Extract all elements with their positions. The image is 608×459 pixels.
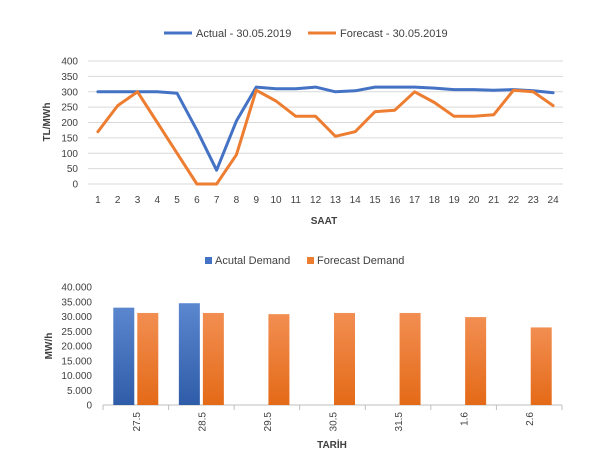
x-tick-label: 30.5	[329, 412, 340, 432]
x-tick-label: 9	[253, 195, 259, 206]
bar-forecast-demand	[268, 314, 290, 405]
x-tick-label: 12	[310, 195, 322, 206]
x-tick-label: 1	[95, 195, 101, 206]
bar-chart-y-tick-labels: 0 5.000 10.000 15.000 20.000 25.000 30.000 35.0…	[61, 283, 92, 412]
bar-forecast-demand	[530, 327, 552, 405]
series-line-actual	[96, 85, 555, 172]
x-tick-label: 5	[174, 195, 180, 206]
line-chart-x-axis-title: SAAT	[311, 216, 337, 227]
y-tick-label: 400	[61, 57, 78, 68]
y-tick-label: 20.000	[61, 342, 92, 353]
line-chart-gridlines	[88, 60, 563, 185]
bar-chart: Acutal Demand Forecast Demand 0 5.000 10.00…	[44, 255, 563, 451]
bar-forecast-demand	[465, 317, 487, 405]
x-tick-label: 18	[429, 195, 441, 206]
x-tick-label: 6	[194, 195, 200, 206]
x-tick-label: 2	[115, 195, 121, 206]
bar-chart-axes	[102, 404, 563, 410]
bar-chart-y-axis-title: MW/h	[44, 333, 55, 360]
legend-label: Forecast - 30.05.2019	[340, 28, 448, 40]
line-chart-y-tick-labels: 0 50 100 150 200 250 300 350 400	[61, 57, 78, 191]
legend-label: Forecast Demand	[317, 255, 404, 267]
x-tick-label: 19	[449, 195, 461, 206]
x-tick-label: 17	[409, 195, 421, 206]
y-tick-label: 100	[61, 149, 78, 160]
bar-forecast-demand	[202, 312, 224, 405]
y-tick-label: 50	[67, 164, 79, 175]
legend-label: Acutal Demand	[215, 255, 290, 267]
bar-chart-bars	[113, 303, 552, 405]
y-tick-label: 5.000	[67, 386, 92, 397]
bar-chart-legend: Acutal Demand Forecast Demand	[205, 255, 404, 267]
y-tick-label: 350	[61, 72, 78, 83]
line-chart-y-axis-title: TL/MWh	[42, 103, 53, 142]
y-tick-label: 150	[61, 133, 78, 144]
y-tick-label: 200	[61, 118, 78, 129]
y-tick-label: 25.000	[61, 327, 92, 338]
x-tick-label: 4	[154, 195, 160, 206]
x-tick-label: 13	[330, 195, 342, 206]
series-line-forecast	[96, 88, 555, 186]
line-chart: Actual - 30.05.2019 Forecast - 30.05.2019…	[42, 28, 563, 227]
y-tick-label: 10.000	[61, 371, 92, 382]
y-tick-label: 250	[61, 103, 78, 114]
x-tick-label: 31.5	[394, 412, 405, 432]
line-chart-legend: Actual - 30.05.2019 Forecast - 30.05.2019	[164, 28, 448, 40]
bar-forecast-demand	[399, 312, 421, 405]
y-tick-label: 35.000	[61, 297, 92, 308]
x-tick-label: 29.5	[263, 412, 274, 432]
line-chart-series	[96, 85, 555, 186]
x-tick-label: 28.5	[197, 412, 208, 432]
x-tick-label: 11	[291, 195, 302, 206]
x-tick-label: 8	[234, 195, 240, 206]
x-tick-label: 3	[135, 195, 141, 206]
x-tick-label: 10	[270, 195, 282, 206]
y-tick-label: 30.000	[61, 312, 92, 323]
x-tick-label: 20	[468, 195, 480, 206]
x-tick-label: 24	[548, 195, 560, 206]
bar-chart-x-axis-title: TARİH	[317, 438, 347, 451]
x-tick-label: 15	[369, 195, 381, 206]
y-tick-label: 15.000	[61, 356, 92, 367]
bar-chart-x-tick-labels: 27.5 28.5 29.5 30.5 31.5 1.6 2.6	[132, 412, 536, 432]
x-tick-label: 1.6	[460, 412, 471, 426]
line-chart-x-tick-labels: 1 2 3 4 5 6 7 8 9 10 11 12 13 14 15 16 17 18 19 20 21 22 23 24	[95, 195, 559, 206]
y-tick-label: 0	[86, 401, 92, 412]
bar-forecast-demand	[137, 312, 159, 405]
legend-label: Actual - 30.05.2019	[196, 28, 291, 40]
y-tick-label: 300	[61, 87, 78, 98]
x-tick-label: 16	[389, 195, 401, 206]
legend-swatch	[205, 257, 212, 264]
bar-forecast-demand	[334, 312, 355, 405]
x-tick-label: 2.6	[525, 412, 536, 426]
x-tick-label: 14	[350, 195, 362, 206]
x-tick-label: 7	[214, 195, 220, 206]
bar-actual-demand	[113, 307, 135, 405]
x-tick-label: 22	[508, 195, 520, 206]
y-tick-label: 40.000	[61, 283, 92, 294]
y-tick-label: 0	[72, 180, 78, 191]
bar-actual-demand	[178, 303, 200, 405]
x-tick-label: 27.5	[132, 412, 143, 432]
legend-swatch	[307, 257, 314, 264]
x-tick-label: 21	[488, 195, 500, 206]
x-tick-label: 23	[528, 195, 540, 206]
